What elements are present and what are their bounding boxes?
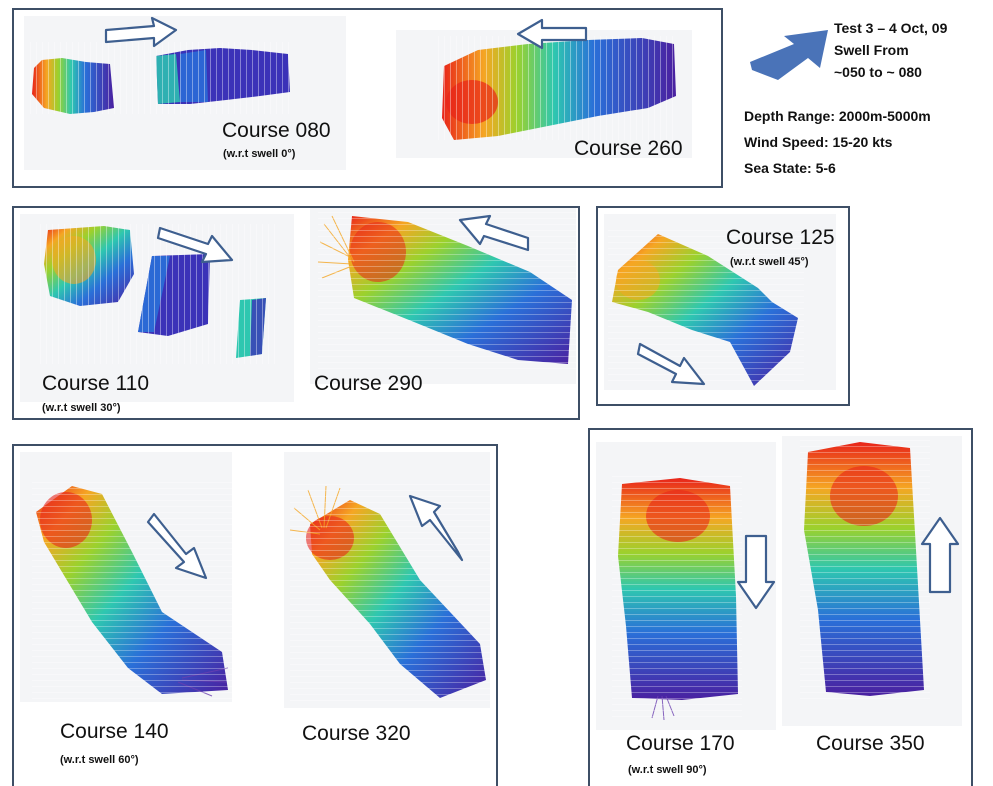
course-label-290: Course 290 bbox=[314, 372, 423, 395]
bathymetry-swath-125 bbox=[608, 230, 804, 386]
bathymetry-swath-320 bbox=[289, 484, 490, 704]
bathymetry-swath-260 bbox=[438, 36, 678, 140]
course-sub-125: (w.r.t swell 45°) bbox=[730, 256, 809, 268]
course-arrow-080-icon bbox=[104, 16, 178, 48]
test-info-line2: Swell From bbox=[834, 42, 909, 58]
test-info-line3: ~050 to ~ 080 bbox=[834, 64, 922, 80]
course-label-110: Course 110 bbox=[42, 372, 150, 395]
course-arrow-110-icon bbox=[156, 226, 234, 264]
course-arrow-260-icon bbox=[516, 18, 588, 50]
course-label-125: Course 125 bbox=[726, 226, 835, 249]
course-label-320: Course 320 bbox=[302, 722, 411, 745]
bathymetry-swath-140 bbox=[32, 482, 232, 702]
course-arrow-320-icon bbox=[408, 494, 464, 562]
wind-speed: Wind Speed: 15-20 kts bbox=[744, 134, 893, 150]
course-label-140: Course 140 bbox=[60, 720, 169, 743]
bathymetry-swath-110 bbox=[40, 224, 280, 364]
depth-range: Depth Range: 2000m-5000m bbox=[744, 108, 931, 124]
course-sub-080: (w.r.t swell 0°) bbox=[223, 148, 296, 160]
course-sub-170: (w.r.t swell 90°) bbox=[628, 764, 707, 776]
bathymetry-swath-080 bbox=[30, 42, 292, 114]
course-label-080: Course 080 bbox=[222, 119, 331, 142]
course-label-350: Course 350 bbox=[816, 732, 925, 755]
course-arrow-125-icon bbox=[636, 342, 706, 386]
bathymetry-swath-170 bbox=[612, 476, 742, 721]
test-info-line1: Test 3 – 4 Oct, 09 bbox=[834, 20, 948, 36]
course-arrow-290-icon bbox=[458, 214, 530, 252]
bathymetry-swath-290 bbox=[317, 212, 576, 372]
course-arrow-170-icon bbox=[736, 534, 776, 610]
course-label-260: Course 260 bbox=[574, 137, 683, 160]
swell-direction-arrow-icon bbox=[750, 30, 828, 80]
bathymetry-swath-350 bbox=[800, 440, 930, 702]
course-label-170: Course 170 bbox=[626, 732, 735, 755]
course-sub-110: (w.r.t swell 30°) bbox=[42, 402, 121, 414]
sea-state: Sea State: 5-6 bbox=[744, 160, 836, 176]
course-arrow-350-icon bbox=[920, 516, 960, 594]
course-sub-140: (w.r.t swell 60°) bbox=[60, 754, 139, 766]
course-arrow-140-icon bbox=[146, 512, 208, 580]
